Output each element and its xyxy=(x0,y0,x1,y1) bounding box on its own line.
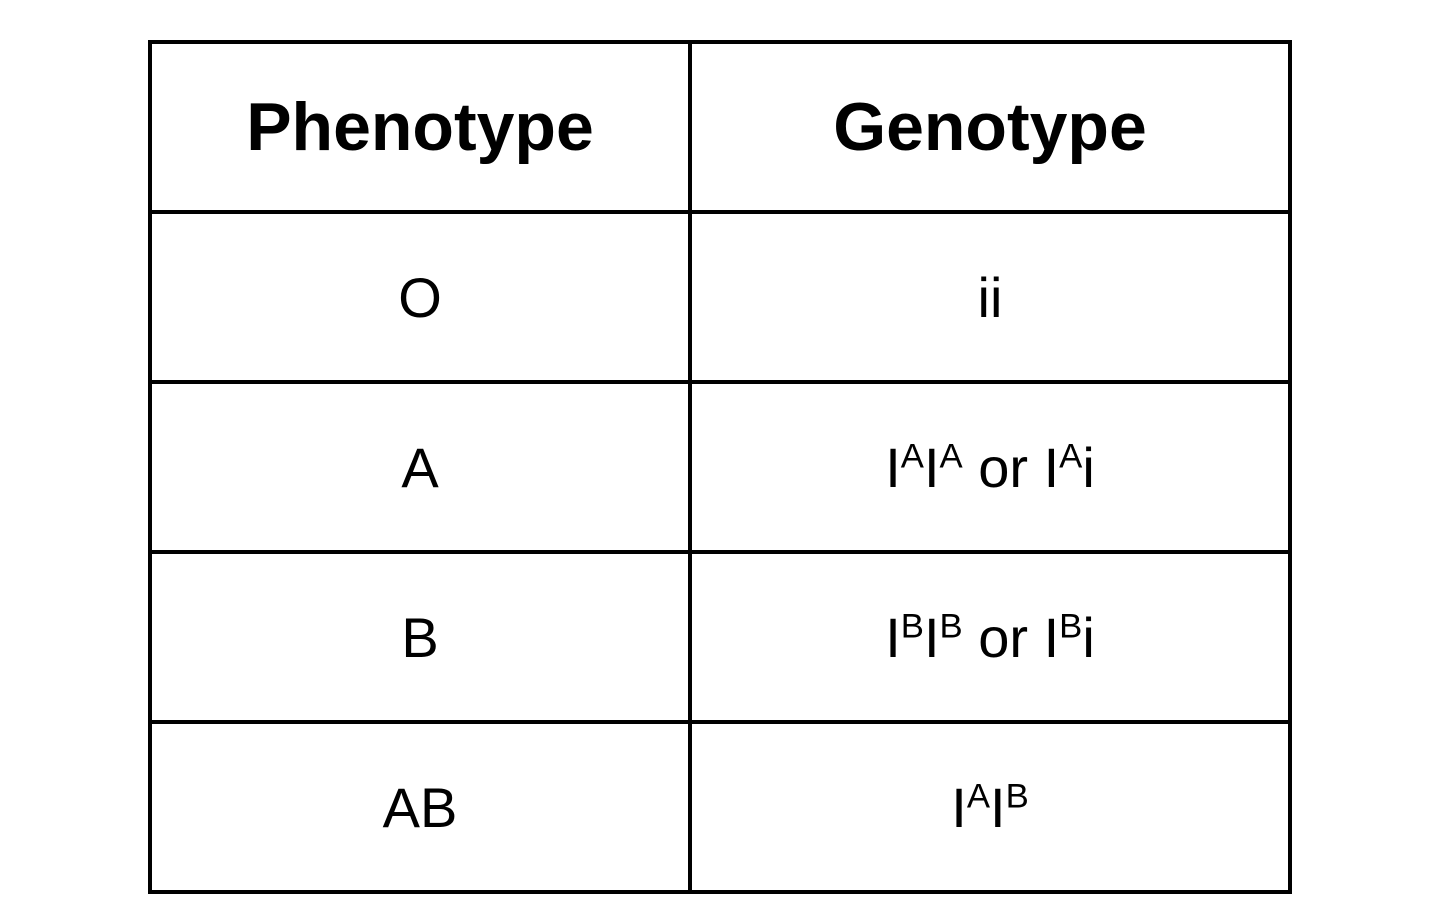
phenotype-cell: A xyxy=(150,382,690,552)
allele-superscript: A xyxy=(1059,437,1082,475)
allele: IA xyxy=(1044,436,1083,499)
col-header-genotype: Genotype xyxy=(690,42,1290,212)
allele-superscript: B xyxy=(940,607,963,645)
allele: IA xyxy=(924,436,963,499)
table-body: OiiAIAIA or IAiBIBIB or IBiABIAIB xyxy=(150,212,1290,892)
genotype-cell: ii xyxy=(690,212,1290,382)
page-wrap: Phenotype Genotype OiiAIAIA or IAiBIBIB … xyxy=(0,0,1440,912)
table-row: ABIAIB xyxy=(150,722,1290,892)
table-header-row: Phenotype Genotype xyxy=(150,42,1290,212)
genetics-table: Phenotype Genotype OiiAIAIA or IAiBIBIB … xyxy=(148,40,1292,894)
allele: i xyxy=(1082,606,1094,669)
table-row: AIAIA or IAi xyxy=(150,382,1290,552)
allele-superscript: B xyxy=(1059,607,1082,645)
allele-superscript: B xyxy=(901,607,924,645)
table-row: Oii xyxy=(150,212,1290,382)
allele: i xyxy=(1082,436,1094,499)
allele: IA xyxy=(951,776,990,839)
phenotype-cell: AB xyxy=(150,722,690,892)
table-header: Phenotype Genotype xyxy=(150,42,1290,212)
allele: IA xyxy=(885,436,924,499)
table-row: BIBIB or IBi xyxy=(150,552,1290,722)
phenotype-cell: O xyxy=(150,212,690,382)
genotype-cell: IAIA or IAi xyxy=(690,382,1290,552)
genotype-cell: IBIB or IBi xyxy=(690,552,1290,722)
allele: i xyxy=(978,266,990,329)
col-header-phenotype: Phenotype xyxy=(150,42,690,212)
allele-superscript: B xyxy=(1006,777,1029,815)
allele-superscript: A xyxy=(940,437,963,475)
phenotype-cell: B xyxy=(150,552,690,722)
allele: IB xyxy=(885,606,924,669)
allele-superscript: A xyxy=(901,437,924,475)
allele-superscript: A xyxy=(967,777,990,815)
allele: IB xyxy=(924,606,963,669)
allele: IB xyxy=(990,776,1029,839)
allele: i xyxy=(990,266,1002,329)
genotype-cell: IAIB xyxy=(690,722,1290,892)
allele: IB xyxy=(1044,606,1083,669)
